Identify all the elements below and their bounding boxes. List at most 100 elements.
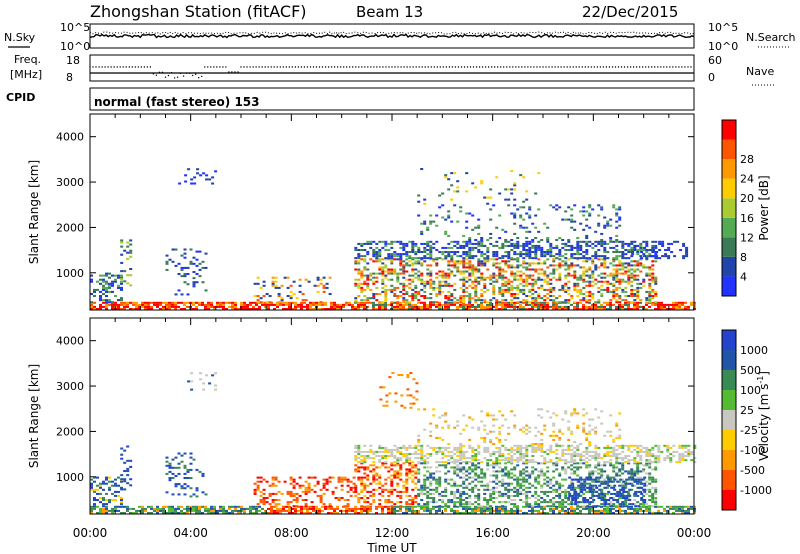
data-cell — [622, 480, 626, 483]
data-cell — [300, 509, 303, 512]
data-cell — [618, 272, 622, 275]
data-cell — [558, 262, 562, 265]
data-cell — [360, 466, 364, 469]
data-cell — [600, 468, 604, 471]
data-cell — [507, 255, 511, 258]
data-cell — [501, 505, 505, 508]
data-cell — [105, 299, 108, 302]
nave-point — [684, 66, 686, 68]
nave-point — [460, 66, 463, 68]
data-cell — [651, 297, 655, 300]
data-cell — [447, 246, 451, 249]
data-cell — [423, 492, 427, 495]
data-cell — [492, 470, 496, 473]
data-cell — [429, 282, 433, 285]
data-cell — [273, 505, 276, 508]
data-cell — [582, 482, 586, 485]
data-cell — [96, 488, 99, 491]
data-cell — [450, 490, 454, 493]
data-cell — [399, 240, 403, 243]
data-cell — [570, 249, 574, 252]
data-cell — [654, 505, 657, 508]
data-cell — [393, 512, 396, 515]
data-cell — [456, 497, 460, 500]
data-cell — [441, 490, 445, 493]
data-cell — [129, 251, 133, 254]
data-cell — [654, 488, 658, 491]
data-cell — [594, 512, 597, 515]
data-cell — [501, 276, 505, 279]
data-cell — [105, 492, 108, 495]
data-cell — [231, 303, 234, 306]
data-cell — [369, 240, 373, 243]
nave-point — [690, 66, 692, 68]
data-cell — [495, 301, 499, 304]
data-cell — [381, 488, 385, 491]
data-cell — [513, 232, 517, 235]
data-cell — [549, 490, 553, 493]
data-cell — [450, 240, 454, 243]
data-cell — [363, 282, 367, 285]
data-cell — [534, 505, 537, 508]
data-cell — [612, 507, 615, 510]
data-cell — [639, 286, 643, 289]
data-cell — [390, 478, 394, 481]
data-cell — [396, 240, 400, 243]
data-cell — [600, 284, 604, 287]
data-cell — [609, 237, 613, 240]
data-cell — [636, 282, 640, 285]
data-cell — [534, 278, 538, 281]
data-cell — [627, 251, 631, 254]
data-cell — [558, 258, 562, 261]
data-cell — [573, 276, 577, 279]
data-cell — [492, 305, 495, 308]
data-cell — [522, 284, 526, 287]
data-cell — [183, 483, 187, 486]
data-cell — [330, 303, 333, 306]
data-cell — [99, 501, 102, 504]
data-cell — [489, 499, 493, 502]
data-cell — [366, 490, 370, 493]
data-cell — [120, 499, 123, 502]
data-cell — [525, 284, 529, 287]
nave-point — [494, 66, 496, 68]
data-cell — [522, 492, 526, 495]
data-cell — [621, 484, 625, 487]
data-cell — [543, 472, 547, 475]
data-cell — [381, 464, 385, 467]
data-cell — [435, 470, 439, 473]
data-cell — [384, 301, 387, 304]
nave-point — [400, 66, 402, 68]
data-cell — [477, 224, 481, 227]
data-cell — [378, 253, 382, 256]
nave-point — [406, 66, 408, 68]
data-cell — [561, 308, 564, 311]
data-cell — [642, 278, 646, 281]
data-cell — [525, 249, 529, 252]
data-cell — [285, 505, 288, 508]
data-cell — [633, 240, 637, 243]
data-cell — [513, 266, 517, 269]
data-cell — [313, 490, 317, 493]
data-cell — [465, 303, 468, 306]
data-cell — [549, 507, 552, 510]
data-cell — [375, 474, 379, 477]
data-cell — [525, 244, 529, 247]
data-cell — [265, 480, 269, 483]
data-cell — [120, 297, 123, 300]
data-cell — [522, 242, 526, 245]
data-cell — [444, 507, 447, 510]
data-cell — [111, 274, 114, 277]
data-cell — [417, 305, 420, 308]
data-cell — [591, 208, 595, 211]
data-cell — [525, 299, 529, 302]
data-cell — [132, 507, 135, 510]
data-cell — [594, 484, 598, 487]
data-cell — [522, 305, 525, 308]
data-cell — [540, 474, 544, 477]
data-cell — [459, 260, 463, 263]
data-cell — [513, 503, 517, 506]
data-cell — [507, 305, 510, 308]
data-cell — [465, 255, 469, 258]
data-cell — [633, 499, 637, 502]
